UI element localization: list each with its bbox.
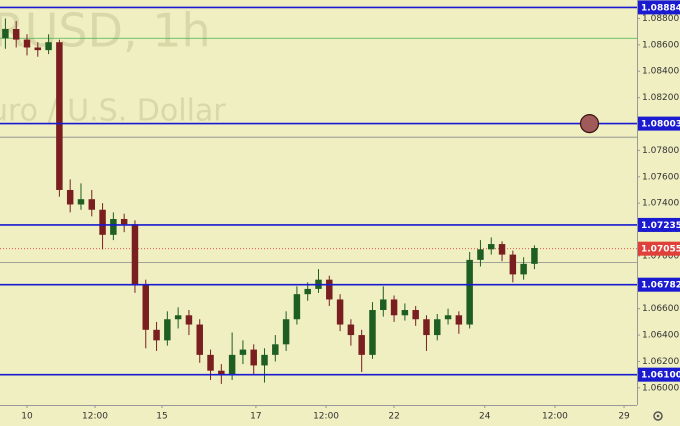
candle-body <box>380 299 387 311</box>
watermark-title: EURUSD, 1h <box>0 4 211 58</box>
x-tick-label: 29 <box>618 412 630 422</box>
candle-body <box>120 218 128 225</box>
level-label: 1.08884 <box>641 3 680 13</box>
x-tick-label: 12:00 <box>542 412 568 422</box>
y-tick-label: 1.07400 <box>642 199 679 209</box>
candle-body <box>23 39 31 48</box>
candle-body <box>369 310 376 355</box>
settings-icon[interactable] <box>653 411 663 421</box>
candle-body <box>196 324 203 355</box>
candle-body <box>66 189 74 205</box>
candle-body <box>131 224 139 285</box>
candle-body <box>293 294 301 320</box>
candle-body <box>77 199 85 205</box>
candle-body <box>531 248 538 264</box>
gear[interactable] <box>653 411 663 421</box>
candle-body <box>88 199 96 210</box>
candle-body <box>326 279 333 300</box>
candle-body <box>488 244 495 250</box>
candle-body <box>218 370 225 375</box>
candle-body <box>239 349 247 355</box>
level-label-box <box>638 217 680 232</box>
candle-body <box>466 259 473 325</box>
candle-body <box>261 354 268 366</box>
x-tick-label: 22 <box>388 412 399 422</box>
candle-body <box>390 299 398 316</box>
candle-body <box>498 244 506 255</box>
y-tick-label: 1.08200 <box>642 93 679 103</box>
candle-body <box>347 324 355 336</box>
candle-body <box>455 315 463 325</box>
level-label-box <box>638 116 680 131</box>
candle-body <box>434 319 441 336</box>
level-label: 1.06782 <box>641 281 680 291</box>
x-tick-label: 17 <box>250 412 261 422</box>
candle-body <box>336 299 344 325</box>
x-tick-label: 12:00 <box>313 412 339 422</box>
y-tick-label: 1.08600 <box>642 40 679 50</box>
y-tick-label: 1.08400 <box>642 67 679 77</box>
candle-body <box>520 263 527 275</box>
candle-body <box>142 284 149 330</box>
candle-body <box>153 329 160 341</box>
y-tick-label: 1.06000 <box>642 383 679 393</box>
candle-body <box>250 349 257 366</box>
y-tick-label: 1.06600 <box>642 304 679 314</box>
candle-body <box>12 29 20 40</box>
candle-body <box>45 42 52 51</box>
x-tick-label: 15 <box>156 412 167 422</box>
candle-body <box>423 319 430 336</box>
current-price-label: 1.07055 <box>641 245 680 255</box>
candle-body <box>304 288 311 295</box>
y-tick-label: 1.08800 <box>642 14 679 24</box>
level-label: 1.07235 <box>641 221 680 231</box>
candle-body <box>412 310 419 320</box>
y-tick-label: 1.07000 <box>642 251 679 261</box>
level-label: 1.08003 <box>641 120 680 130</box>
candle-body <box>272 344 279 355</box>
candle-body <box>34 47 42 51</box>
candle-body <box>401 310 409 316</box>
y-tick-label: 1.06200 <box>642 357 679 367</box>
plot <box>0 18 637 384</box>
x-tick-label: 12:00 <box>82 412 108 422</box>
candle-body <box>164 319 171 341</box>
candle-body <box>509 254 517 275</box>
x-tick-label: 10 <box>21 412 33 422</box>
watermark-subtitle: Euro / U.S. Dollar <box>0 94 226 129</box>
y-tick-label: 1.07800 <box>642 146 679 156</box>
candle-body <box>174 315 182 320</box>
candle-body <box>99 209 106 235</box>
candle-body <box>282 319 290 345</box>
candle-body <box>185 315 193 325</box>
current-price-box <box>638 241 680 256</box>
candle-body <box>207 354 214 371</box>
marker <box>579 114 600 134</box>
level-label-box <box>638 277 680 292</box>
candle-body <box>228 354 236 375</box>
y-tick-label: 1.06400 <box>642 331 679 341</box>
level-label: 1.06100 <box>641 371 680 381</box>
candle-body <box>56 42 63 190</box>
candle-body <box>477 249 484 260</box>
candle-body <box>2 29 9 39</box>
level-label-box <box>638 0 680 15</box>
candle-body <box>110 218 117 235</box>
y-tick-label: 1.07600 <box>642 172 679 182</box>
gear-center <box>656 414 660 418</box>
candle-body <box>444 315 452 320</box>
candle-body <box>358 335 365 355</box>
level-label-box <box>638 367 680 382</box>
x-tick-label: 24 <box>479 412 491 422</box>
